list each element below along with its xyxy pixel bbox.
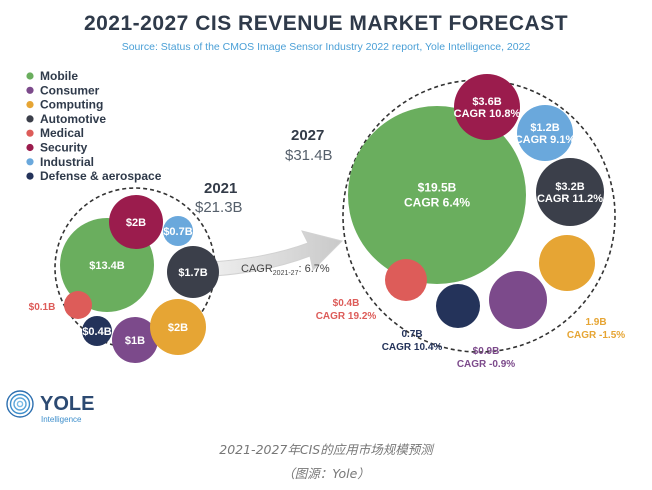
growth-arrow: [211, 230, 343, 277]
legend-marker-automotive: [26, 115, 34, 123]
legend-marker-industrial: [26, 158, 34, 166]
bubble-2021-computing: [150, 299, 206, 355]
yole-swirl-icon: [6, 390, 34, 418]
legend-marker-defense-and-aerospace: [26, 172, 34, 180]
cagr-label-2027-defense-and-aerospace: CAGR 10.4%: [382, 342, 443, 353]
legend-label-computing: Computing: [40, 98, 103, 112]
value-label-2027-security: $3.6B: [472, 96, 501, 108]
logo-sub: Intelligence: [41, 415, 82, 424]
value-label-2027-mobile: $19.5B: [418, 181, 457, 195]
chart-title: 2021-2027 CIS REVENUE MARKET FORECAST: [84, 12, 568, 35]
total-2027-label: $31.4B: [285, 147, 333, 164]
bubble-2021-industrial: [163, 216, 193, 246]
value-label-2027-medical: $0.4B: [333, 298, 360, 309]
legend-marker-consumer: [26, 86, 34, 94]
legend-label-automotive: Automotive: [40, 112, 106, 126]
bubble-2021-security: [109, 195, 163, 249]
bubble-2027-security: [454, 74, 520, 140]
bubble-2021-consumer: [112, 317, 158, 363]
value-label-2021-defense-and-aerospace: $0.4B: [82, 326, 111, 338]
cagr-label-2027-mobile: CAGR 6.4%: [404, 196, 470, 210]
value-label-2027-defense-and-aerospace: 0.7B: [401, 329, 422, 340]
bubble-2027-computing: [539, 235, 595, 291]
legend-marker-medical: [26, 129, 34, 137]
legend-marker-computing: [26, 101, 34, 109]
value-label-2027-consumer: $0.9B: [473, 346, 500, 357]
logo-name: YOLE: [40, 393, 94, 415]
overall-cagr-label: CAGR2021-27: 6.7%: [241, 263, 330, 277]
value-label-2021-security: $2B: [126, 217, 146, 229]
bubble-2021-defense-and-aerospace: [82, 316, 112, 346]
cagr-label-2027-security: CAGR 10.8%: [454, 108, 521, 120]
legend-label-mobile: Mobile: [40, 69, 78, 83]
total-2021-label: $21.3B: [195, 199, 243, 216]
value-label-2021-computing: $2B: [168, 322, 188, 334]
bubble-2027-mobile: [348, 106, 526, 284]
bubble-2021-medical: [64, 291, 92, 319]
bubble-2021-automotive: [167, 246, 219, 298]
legend-label-security: Security: [40, 141, 88, 155]
bubble-2027-medical: [385, 259, 427, 301]
value-label-2027-computing: 1.9B: [585, 317, 606, 328]
caption-line-2: （图源：Yole）: [282, 466, 370, 481]
bubble-2027-automotive: [536, 158, 604, 226]
cagr-label-2027-automotive: CAGR 11.2%: [537, 193, 603, 205]
legend-label-consumer: Consumer: [40, 83, 100, 97]
yole-logo: YOLE Intelligence: [6, 390, 94, 424]
legend-marker-mobile: [26, 72, 34, 80]
value-label-2021-mobile: $13.4B: [89, 260, 125, 272]
year-2027-label: 2027: [291, 127, 324, 144]
caption-line-1: 2021-2027年CIS的应用市场规模预测: [219, 442, 435, 457]
value-label-2027-industrial: $1.2B: [530, 122, 559, 134]
chart-source: Source: Status of the CMOS Image Sensor …: [122, 41, 531, 53]
cagr-label-2027-computing: CAGR -1.5%: [567, 330, 625, 341]
value-label-2021-consumer: $1B: [125, 335, 145, 347]
cagr-label-2027-medical: CAGR 19.2%: [316, 311, 377, 322]
value-label-2021-medical: $0.1B: [29, 302, 56, 313]
legend-label-industrial: Industrial: [40, 155, 94, 169]
cagr-label-2027-industrial: CAGR 9.1%: [515, 134, 576, 146]
legend: MobileConsumerComputingAutomotiveMedical…: [26, 69, 162, 183]
year-2021-label: 2021: [204, 180, 237, 197]
cagr-label-2027-consumer: CAGR -0.9%: [457, 359, 515, 370]
bubble-2027-industrial: [517, 105, 573, 161]
legend-label-defense-and-aerospace: Defense & aerospace: [40, 169, 162, 183]
legend-label-medical: Medical: [40, 126, 84, 140]
value-label-2021-automotive: $1.7B: [178, 267, 207, 279]
bubble-2027-consumer: [489, 271, 547, 329]
value-label-2027-automotive: $3.2B: [555, 181, 584, 193]
value-label-2021-industrial: $0.7B: [163, 226, 192, 238]
bubbles: $13.4B $1B $2B $1.7B $0.1B $2B $0.7B $0.4B $19.5…: [29, 74, 625, 370]
legend-marker-security: [26, 143, 34, 152]
bubble-2027-defense-and-aerospace: [436, 284, 480, 328]
